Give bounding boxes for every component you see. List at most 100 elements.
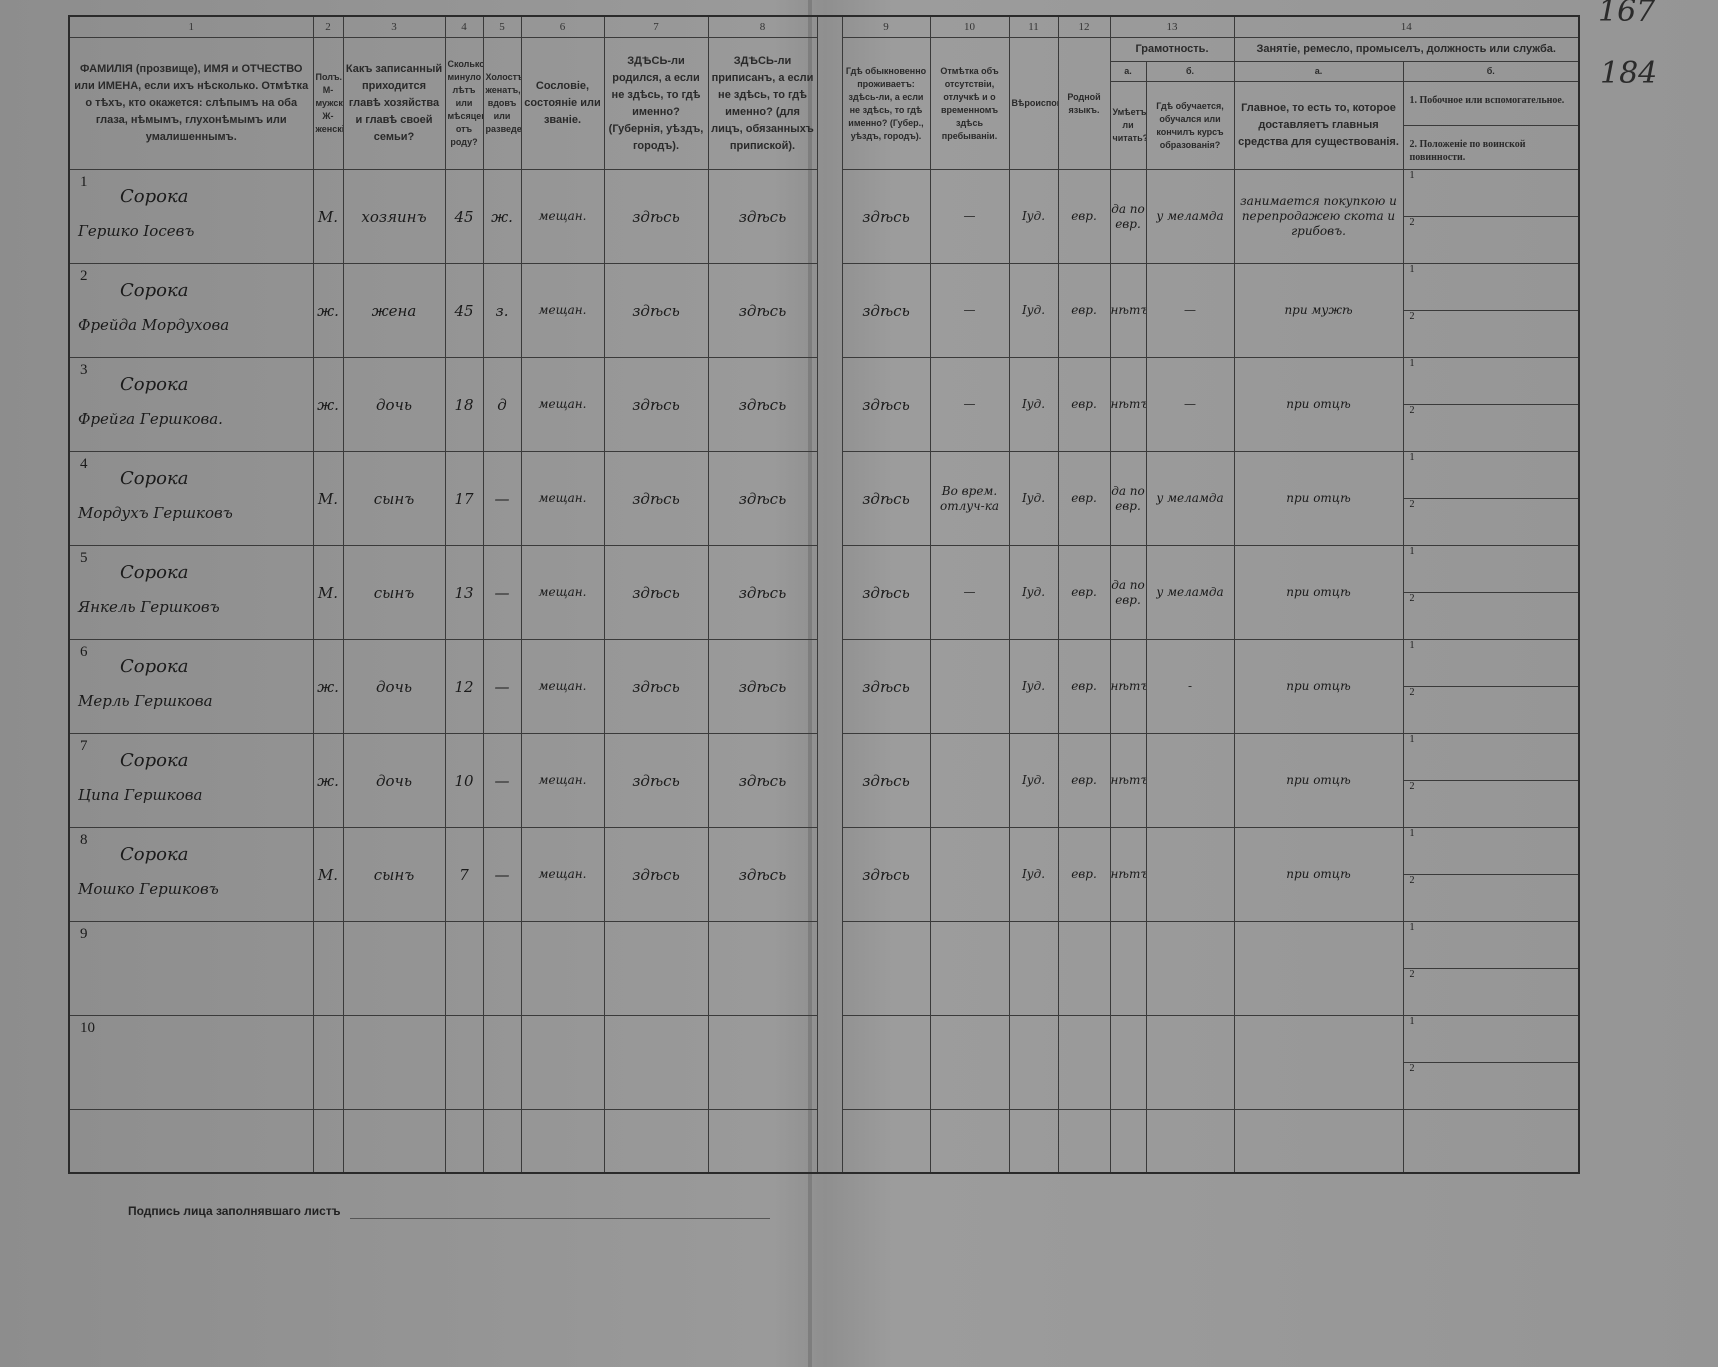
fold-gutter [816,169,843,264]
sub-line-label: 1 [1404,1017,1578,1063]
registered-cell: здѣсь [707,263,818,358]
occupation-cell: при отцѣ [1233,827,1404,922]
relation-cell: жена [342,263,446,358]
sub-line-label: 2 [1409,216,1415,228]
residence-cell: здѣсь [841,169,931,264]
sex-cell: ж. [312,263,344,358]
estate-cell: мещан. [520,263,605,358]
relation-cell: дочь [342,733,446,828]
given-name-text: Мошко Гершковъ [78,880,219,898]
col-number: 1 [68,15,314,38]
residence-cell [841,921,931,1016]
header-language: Родной языкъ. [1057,37,1111,170]
column-number-row: 1 2 3 4 5 6 7 8 9 10 11 12 13 14 [68,15,1580,170]
registered-cell [707,921,818,1016]
name-cell: 10 [68,1015,314,1110]
language-cell: евр. [1057,545,1111,640]
language-cell: евр. [1057,451,1111,546]
col-number: 12 [1057,15,1111,38]
literacy-cell: да по евр. [1109,451,1147,546]
row-number: 5 [80,550,88,566]
blank-cell [312,1109,344,1174]
blank-cell [342,1109,446,1174]
header-religion: Вѣроисповѣданіе. [1008,37,1059,170]
birthplace-cell: здѣсь [603,545,709,640]
sub-line-label: 2 [1409,404,1415,416]
religion-cell: Іуд. [1008,639,1059,734]
registered-cell [707,1015,818,1110]
blank-cell [1233,1109,1404,1174]
col-number: 8 [707,15,818,38]
birthplace-cell: здѣсь [603,357,709,452]
fold-gutter [816,357,843,452]
occupation-cell [1233,1015,1404,1110]
residence-cell [841,1015,931,1110]
table-row: 2 Сорока Фрейда Мордухова ж. жена 45 з. мещан. з… [68,263,1580,358]
registered-cell: здѣсь [707,733,818,828]
religion-cell: Іуд. [1008,733,1059,828]
header-literacy-a: а. [1109,61,1147,82]
estate-cell: мещан. [520,827,605,922]
table-row: 3 Сорока Фрейга Гершкова. ж. дочь 18 д мещан. зд… [68,357,1580,452]
registered-cell: здѣсь [707,827,818,922]
sex-cell: М. [312,545,344,640]
given-name-text: Мерль Гершкова [78,692,213,710]
table-row: 6 Сорока Мерль Гершкова ж. дочь 12— мещан. здѣс… [68,639,1580,734]
age-cell: 12 [444,639,484,734]
marital-cell: д [482,357,522,452]
religion-cell: Іуд. [1008,357,1059,452]
residence-cell: здѣсь [841,451,931,546]
row-number: 7 [80,738,88,754]
name-cell: 1 Сорока Гершко Іосевъ [68,169,314,264]
header-birthplace: ЗДѢСЬ-ли родился, а если не здѣсь, то гд… [603,37,709,170]
religion-cell [1008,1015,1059,1110]
header-education: Гдѣ обучается, обучался или кончилъ курс… [1145,81,1235,170]
blank-row [68,1109,1580,1174]
name-cell: 2 Сорока Фрейда Мордухова [68,263,314,358]
estate-cell [520,1015,605,1110]
blank-cell [68,1109,314,1174]
col-number: 14 [1233,15,1580,38]
blank-cell [1057,1109,1111,1174]
header-marital: Холостъ, женатъ, вдовъ или разведенъ. [482,37,522,170]
language-cell: евр. [1057,263,1111,358]
estate-cell: мещан. [520,169,605,264]
header-name: ФАМИЛІЯ (прозвище), ИМЯ и ОТЧЕСТВО или И… [68,37,314,170]
age-cell [444,1015,484,1110]
header-estate: Сословіе, состояніе или званіе. [520,37,605,170]
name-cell: 9 [68,921,314,1016]
table-row: 5 Сорока Янкель Гершковъ М. сынъ 13— мещан. здѣ… [68,545,1580,640]
header-occupation-a: а. [1233,61,1404,82]
given-name-text: Фрейга Гершкова. [78,410,223,428]
fold-gutter [816,545,843,640]
col-number: 3 [342,15,446,38]
header-registered: ЗДѢСЬ-ли приписанъ, а если не здѣсь, то … [707,37,818,170]
sub-line-label: 1 [1404,359,1578,405]
residence-cell: здѣсь [841,545,931,640]
fold-gutter [816,639,843,734]
col-number: 13 [1109,15,1235,38]
age-cell: 45 [444,169,484,264]
signature-label: Подпись лица заполнявшаго листъ [128,1204,341,1218]
sub-line-label: 2 [1409,498,1415,510]
estate-cell: мещан. [520,639,605,734]
col-number: 2 [312,15,344,38]
education-cell: - [1145,639,1235,734]
census-table: 1 2 3 4 5 6 7 8 9 10 11 12 13 14 ФАМИЛІЯ… [68,15,1580,1174]
sex-cell: ж. [312,357,344,452]
blank-cell [816,1109,843,1173]
language-cell: евр. [1057,169,1111,264]
residence-cell: здѣсь [841,357,931,452]
sub-line-label: 1 [1404,829,1578,875]
birthplace-cell: здѣсь [603,639,709,734]
registered-cell: здѣсь [707,639,818,734]
absence-cell [929,921,1010,1016]
absence-cell: — [929,169,1010,264]
religion-cell: Іуд. [1008,545,1059,640]
sex-cell: ж. [312,733,344,828]
age-cell: 13 [444,545,484,640]
